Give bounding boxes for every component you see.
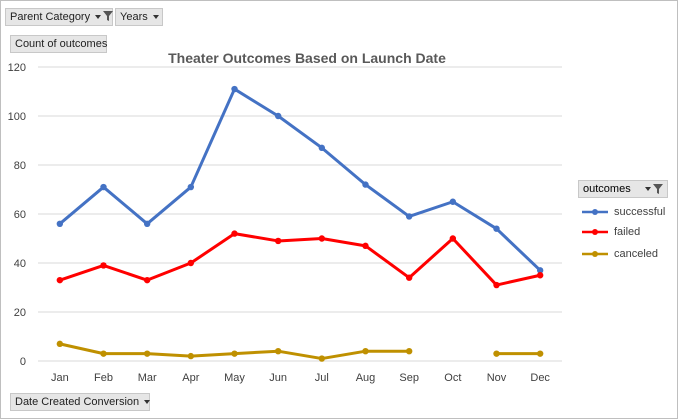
legend-item-canceled[interactable]: canceled — [582, 247, 658, 261]
x-tick-label: Oct — [444, 372, 461, 384]
data-point-successful — [318, 144, 326, 152]
x-tick-label: Feb — [94, 372, 113, 384]
data-point-canceled — [536, 350, 544, 357]
data-point-failed — [100, 262, 107, 269]
x-tick-label: Jan — [51, 372, 69, 384]
data-point-canceled — [56, 340, 64, 348]
legend-label-successful: successful — [614, 206, 666, 218]
dropdown-arrow-icon — [95, 15, 102, 19]
data-point-canceled — [318, 355, 326, 362]
x-tick-label: Jun — [269, 372, 287, 384]
data-point-failed — [56, 276, 64, 284]
data-point-failed — [187, 259, 195, 267]
y-tick-label: 80 — [14, 160, 26, 172]
gridlines — [38, 66, 562, 362]
x-tick-label: Dec — [530, 372, 550, 384]
series-line-failed — [59, 232, 541, 287]
data-point-canceled — [493, 350, 500, 357]
legend-marker-canceled — [582, 251, 608, 257]
legend-marker-successful — [582, 209, 608, 215]
data-point-canceled — [362, 348, 369, 355]
data-point-successful — [405, 213, 413, 220]
data-point-canceled — [231, 350, 238, 357]
series-group — [56, 85, 544, 362]
filter-funnel-icon — [103, 10, 114, 24]
values-field-button[interactable]: Count of outcomes — [10, 35, 107, 53]
data-point-failed — [143, 276, 151, 284]
x-tick-label: May — [224, 372, 245, 384]
data-point-successful — [493, 225, 500, 232]
years-label: Years — [120, 11, 148, 23]
y-tick-label: 0 — [20, 356, 26, 368]
data-point-failed — [274, 237, 282, 245]
series-line-successful — [58, 87, 542, 272]
filter-funnel-icon — [653, 184, 663, 194]
axis-field-button[interactable]: Date Created Conversion — [10, 393, 151, 411]
x-tick-label: Aug — [356, 372, 376, 384]
data-point-successful — [187, 183, 195, 191]
data-point-canceled — [143, 350, 151, 357]
data-point-failed — [449, 235, 457, 242]
dropdown-arrow-icon — [152, 15, 159, 19]
data-point-failed — [318, 235, 326, 242]
y-axis-ticks: 0 20 40 60 80 100 120 — [8, 62, 26, 368]
data-point-successful — [231, 85, 238, 93]
dropdown-arrow-icon — [645, 187, 651, 191]
data-point-failed — [362, 242, 369, 250]
chart-title: Theater Outcomes Based on Launch Date — [168, 50, 446, 66]
data-point-successful — [100, 183, 107, 191]
series-successful — [56, 85, 544, 274]
y-tick-label: 120 — [8, 62, 26, 74]
y-tick-label: 20 — [14, 307, 26, 319]
legend-item-failed[interactable]: failed — [582, 225, 640, 239]
series-canceled — [56, 340, 544, 362]
data-point-successful — [536, 267, 544, 274]
years-filter-button[interactable]: Years — [115, 8, 163, 26]
data-point-failed — [231, 230, 238, 237]
data-point-successful — [274, 112, 282, 120]
data-point-canceled — [274, 348, 282, 355]
data-point-successful — [449, 198, 457, 205]
y-tick-label: 100 — [8, 111, 26, 123]
x-tick-label: Mar — [138, 372, 157, 384]
values-field-label: Count of outcomes — [15, 38, 108, 50]
legend-item-successful[interactable]: successful — [582, 205, 665, 219]
legend: outcomes successful failed canceled — [578, 180, 670, 270]
data-point-canceled — [405, 348, 413, 355]
legend-marker-failed — [582, 229, 608, 235]
data-point-failed — [536, 272, 544, 279]
dropdown-arrow-icon — [144, 400, 151, 404]
parent-category-filter-button[interactable]: Parent Category — [5, 8, 114, 26]
parent-category-label: Parent Category — [10, 11, 91, 23]
x-tick-label: Nov — [487, 372, 507, 384]
data-point-failed — [493, 281, 500, 289]
series-failed — [56, 230, 544, 289]
legend-field-button[interactable]: outcomes — [578, 180, 668, 198]
y-tick-label: 60 — [14, 209, 26, 221]
y-tick-label: 40 — [14, 258, 26, 270]
data-point-successful — [56, 220, 64, 227]
legend-field-label: outcomes — [583, 183, 631, 195]
data-point-canceled — [187, 352, 195, 360]
axis-field-label: Date Created Conversion — [15, 396, 140, 408]
legend-label-failed: failed — [614, 226, 641, 238]
data-point-successful — [143, 220, 151, 227]
data-point-successful — [362, 181, 369, 188]
x-tick-label: Sep — [399, 372, 419, 384]
x-axis-ticks: Jan Feb Mar Apr May Jun Jul Aug Sep Oct Nov Dec — [51, 372, 550, 384]
legend-label-canceled: canceled — [614, 248, 659, 260]
x-tick-label: Jul — [315, 372, 329, 384]
data-point-canceled — [100, 350, 107, 357]
data-point-failed — [405, 274, 413, 281]
x-tick-label: Apr — [182, 372, 199, 384]
